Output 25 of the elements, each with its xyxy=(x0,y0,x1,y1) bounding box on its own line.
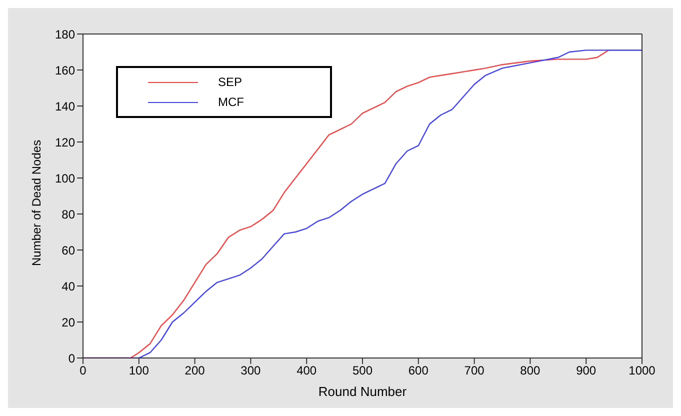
x-tick-label: 200 xyxy=(184,364,206,378)
x-tick-label: 700 xyxy=(464,364,485,378)
y-tick-label: 0 xyxy=(68,351,76,366)
x-tick-label: 900 xyxy=(576,364,596,378)
x-axis-title: Round Number xyxy=(318,384,408,399)
y-tick-label: 140 xyxy=(54,99,76,114)
x-tick-label: 100 xyxy=(128,364,150,378)
y-axis-title: Number of Dead Nodes xyxy=(29,140,44,266)
x-tick-label: 400 xyxy=(296,364,317,378)
y-tick-label: 20 xyxy=(62,315,76,330)
y-tick-label: 160 xyxy=(54,63,76,78)
x-tick-label: 600 xyxy=(408,364,429,378)
legend-label: MCF xyxy=(218,95,244,109)
x-tick-label: 1000 xyxy=(628,364,656,378)
y-tick-label: 80 xyxy=(62,207,76,222)
y-tick-label: 40 xyxy=(62,279,76,294)
legend-label: SEP xyxy=(218,75,242,89)
y-tick-label: 60 xyxy=(62,243,76,258)
y-tick-label: 100 xyxy=(54,171,76,186)
y-tick-label: 120 xyxy=(54,135,76,150)
x-tick-label: 0 xyxy=(80,364,87,378)
x-tick-label: 800 xyxy=(520,364,541,378)
x-tick-label: 500 xyxy=(352,364,373,378)
y-tick-label: 180 xyxy=(54,27,76,42)
x-tick-label: 300 xyxy=(240,364,262,378)
